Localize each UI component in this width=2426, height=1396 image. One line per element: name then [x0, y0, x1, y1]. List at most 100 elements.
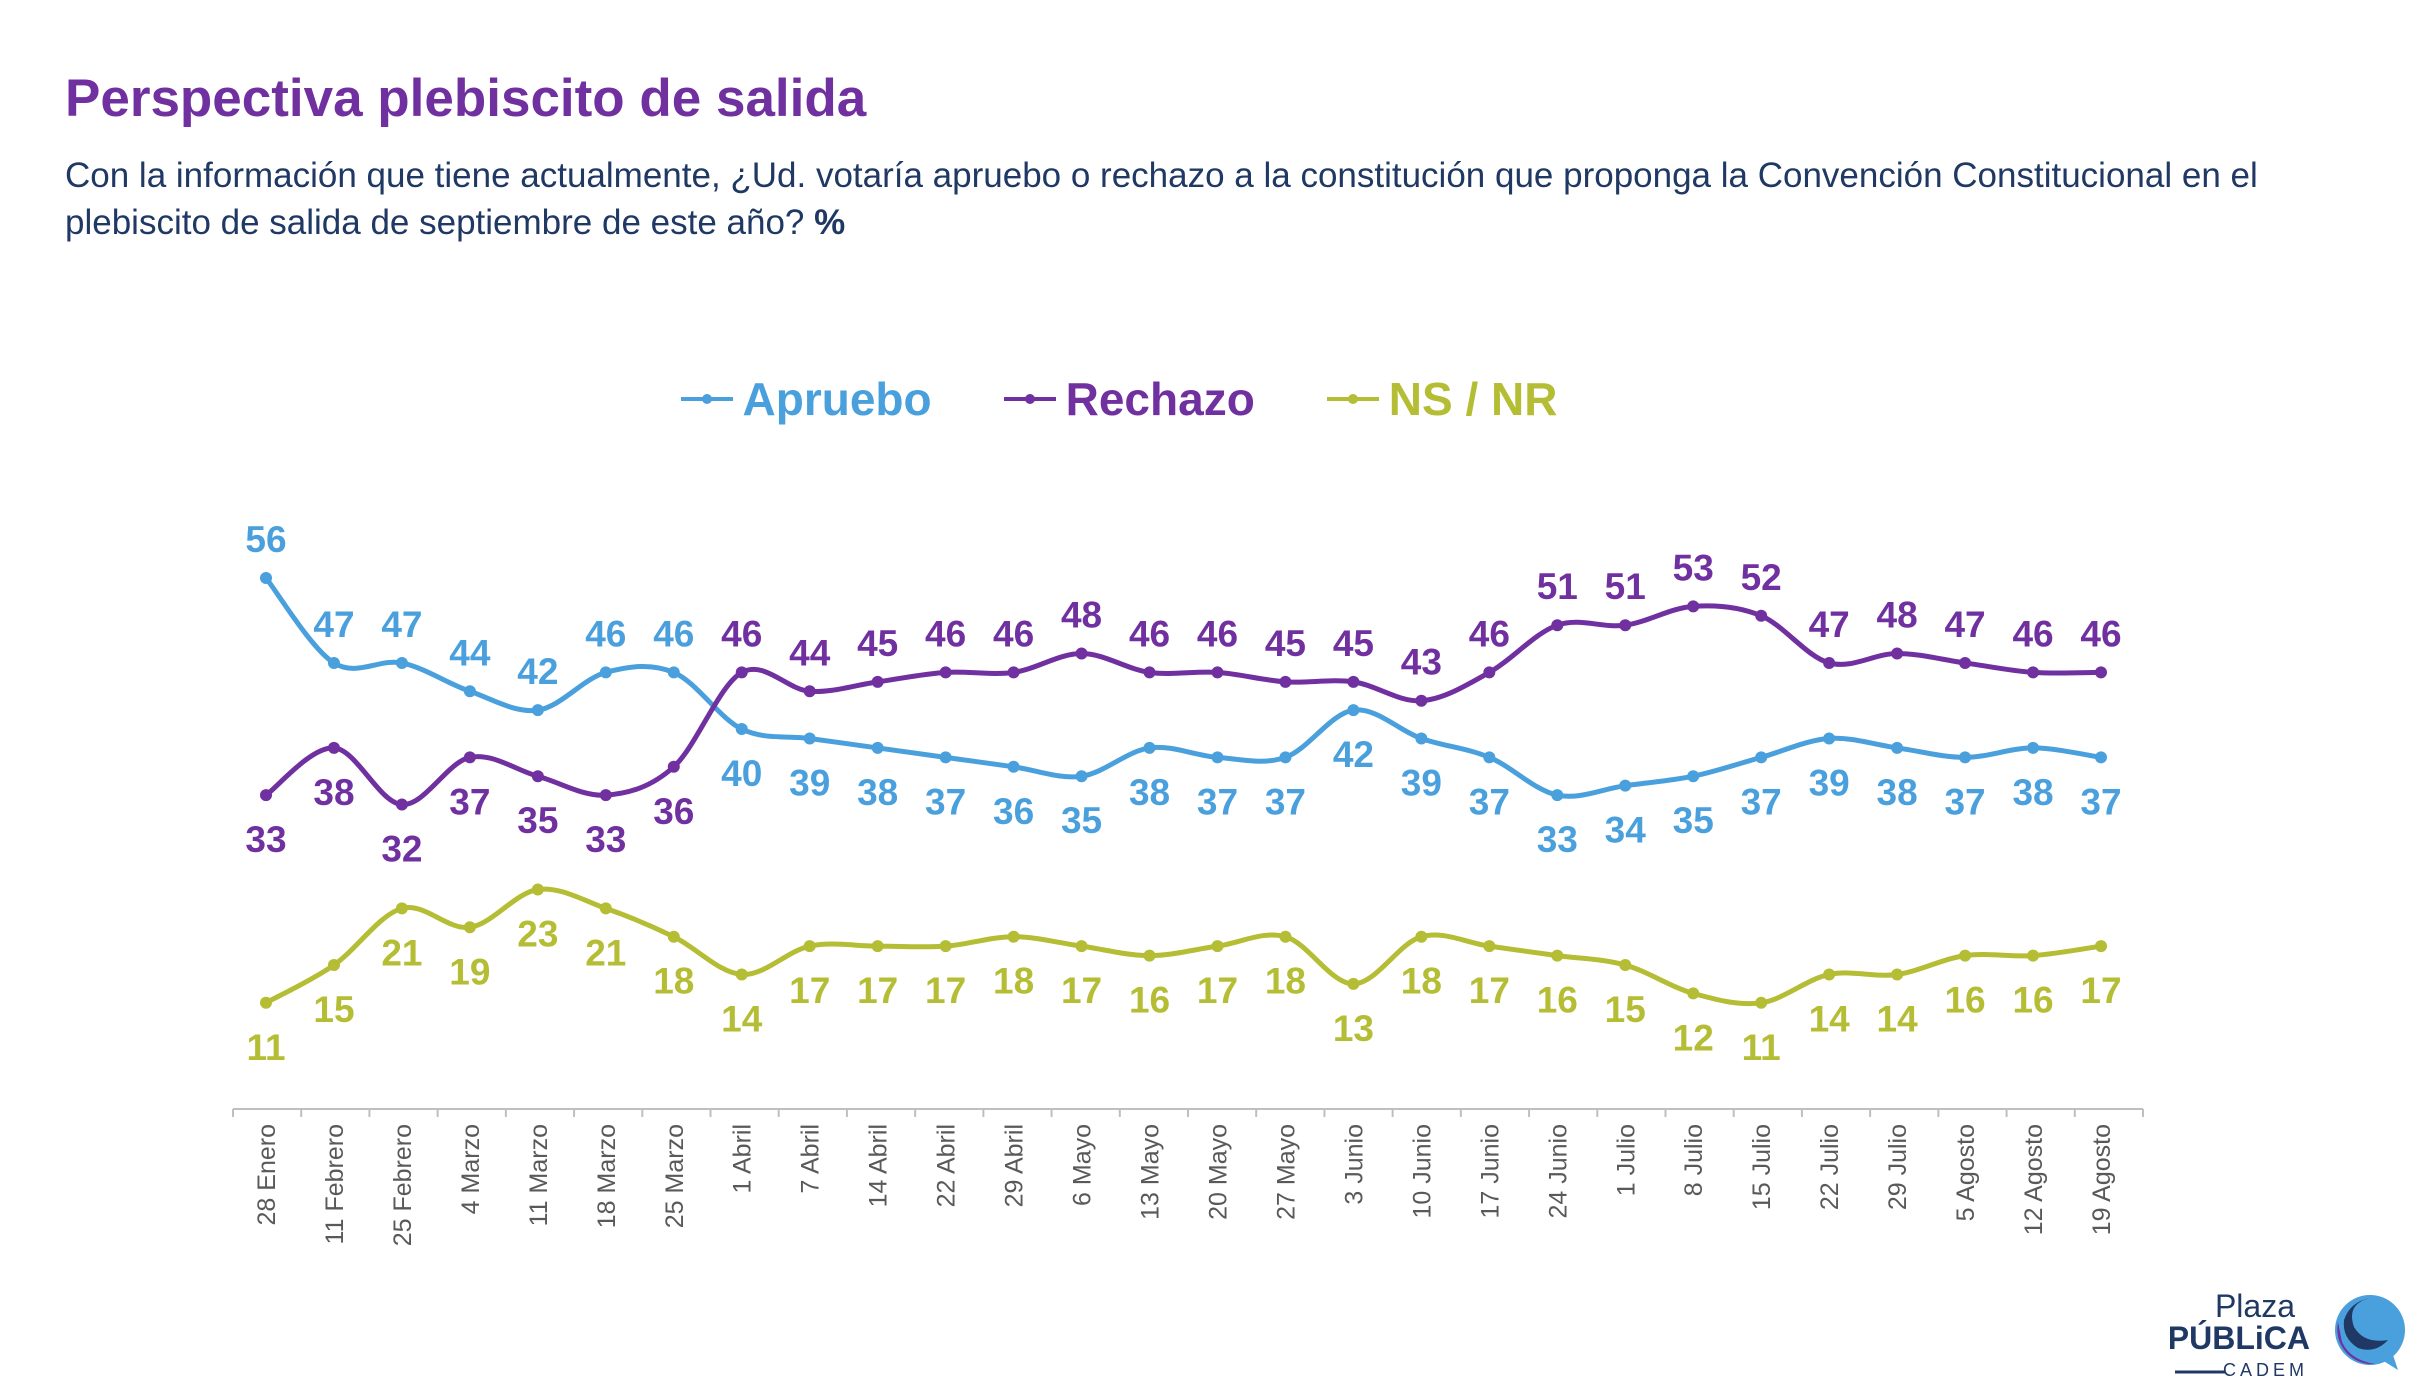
data-point	[1619, 779, 1632, 792]
data-label: 17	[1197, 970, 1238, 1011]
data-point	[871, 675, 884, 688]
data-point	[1007, 930, 1020, 943]
legend-label: NS / NR	[1388, 373, 1558, 425]
logo-plaza: Plaza	[2215, 1288, 2295, 1324]
data-label: 12	[1673, 1017, 1714, 1058]
data-point	[1075, 940, 1088, 953]
data-point	[2095, 940, 2107, 953]
data-point	[1211, 666, 1224, 679]
logo-speech-bubble-icon	[2335, 1295, 2405, 1370]
data-label: 39	[1401, 762, 1442, 803]
data-point	[1959, 656, 1972, 669]
data-point	[1347, 977, 1360, 990]
data-point	[599, 789, 612, 802]
data-point	[1891, 741, 1904, 754]
x-tick-label: 28 Enero	[253, 1124, 281, 1225]
data-label: 46	[1197, 613, 1238, 654]
data-label: 51	[1537, 566, 1578, 607]
x-tick-label: 20 Mayo	[1204, 1124, 1232, 1220]
x-tick-label: 7 Abril	[797, 1124, 825, 1193]
data-point	[803, 940, 816, 953]
data-point	[735, 968, 748, 981]
data-point	[1891, 647, 1904, 660]
data-label: 35	[1673, 800, 1714, 841]
x-tick-label: 3 Junio	[1340, 1124, 1368, 1205]
data-label: 45	[857, 623, 898, 664]
data-label: 13	[1333, 1008, 1374, 1049]
data-label: 15	[313, 989, 354, 1030]
data-point	[327, 741, 340, 754]
data-point	[1687, 987, 1700, 1000]
x-tick-label: 11 Febrero	[321, 1124, 349, 1244]
data-point	[260, 789, 272, 802]
data-point	[1551, 949, 1564, 962]
data-label: 48	[1061, 595, 1102, 636]
x-tick-label: 10 Junio	[1408, 1124, 1436, 1219]
data-label: 38	[857, 772, 898, 813]
data-label: 17	[925, 970, 966, 1011]
data-point	[871, 741, 884, 754]
data-label: 46	[2080, 613, 2121, 654]
legend-line-marker-icon	[1003, 394, 1056, 404]
data-label: 38	[1129, 772, 1170, 813]
data-label: 16	[1537, 980, 1578, 1021]
data-label: 14	[721, 998, 763, 1039]
data-label: 42	[1333, 734, 1374, 775]
x-tick-label: 5 Agosto	[1952, 1124, 1980, 1221]
data-point	[463, 685, 476, 698]
legend-line-marker-icon	[1326, 394, 1379, 404]
legend-item: Apruebo	[679, 372, 932, 426]
x-tick-label: 24 Junio	[1544, 1124, 1572, 1219]
data-label: 33	[585, 819, 626, 860]
x-tick-label: 19 Agosto	[2088, 1124, 2116, 1235]
x-tick-label: 25 Marzo	[661, 1124, 689, 1228]
x-tick-label: 8 Julio	[1680, 1124, 1708, 1196]
data-label: 47	[1809, 604, 1850, 645]
data-label: 16	[1944, 980, 1985, 1021]
data-point	[260, 996, 272, 1009]
data-label: 17	[1061, 970, 1102, 1011]
data-label: 18	[993, 961, 1034, 1002]
legend-line-marker-icon	[680, 394, 733, 404]
data-point	[1007, 666, 1020, 679]
data-point	[1687, 600, 1700, 613]
data-point	[1755, 609, 1768, 622]
data-point	[1415, 694, 1428, 707]
data-label: 39	[789, 762, 830, 803]
data-label: 43	[1401, 642, 1442, 683]
data-label: 18	[653, 961, 694, 1002]
x-tick-label: 6 Mayo	[1069, 1124, 1097, 1206]
plaza-publica-cadem-logo: Plaza PÚBLiCA CADEM	[2168, 1282, 2410, 1382]
data-point	[1551, 619, 1564, 632]
data-label: 47	[1944, 604, 1985, 645]
data-label: 44	[789, 632, 831, 673]
data-point	[531, 770, 544, 783]
data-label: 46	[993, 613, 1034, 654]
data-point	[395, 656, 408, 669]
data-point	[1619, 619, 1632, 632]
data-point	[1415, 930, 1428, 943]
data-point	[1211, 940, 1224, 953]
series-line-rechazo	[264, 603, 2102, 808]
data-point	[1823, 656, 1836, 669]
data-label: 37	[1469, 781, 1510, 822]
x-tick-label: 25 Febrero	[389, 1124, 417, 1246]
data-point	[2027, 949, 2040, 962]
data-point	[395, 798, 408, 811]
x-tick-label: 14 Abril	[865, 1124, 893, 1207]
data-point	[2095, 666, 2107, 679]
data-point	[463, 921, 476, 934]
x-tick-label: 15 Julio	[1748, 1124, 1776, 1210]
data-label: 36	[993, 791, 1034, 832]
series-line-apruebo	[264, 576, 2102, 799]
data-label: 14	[1877, 998, 1919, 1039]
data-label: 15	[1605, 989, 1646, 1030]
data-label: 33	[245, 819, 286, 860]
data-point	[1279, 930, 1292, 943]
data-point	[599, 666, 612, 679]
data-label: 46	[1469, 613, 1510, 654]
data-point	[735, 666, 748, 679]
data-point	[1619, 959, 1632, 972]
data-label: 51	[1605, 566, 1646, 607]
data-label: 34	[1605, 810, 1647, 851]
